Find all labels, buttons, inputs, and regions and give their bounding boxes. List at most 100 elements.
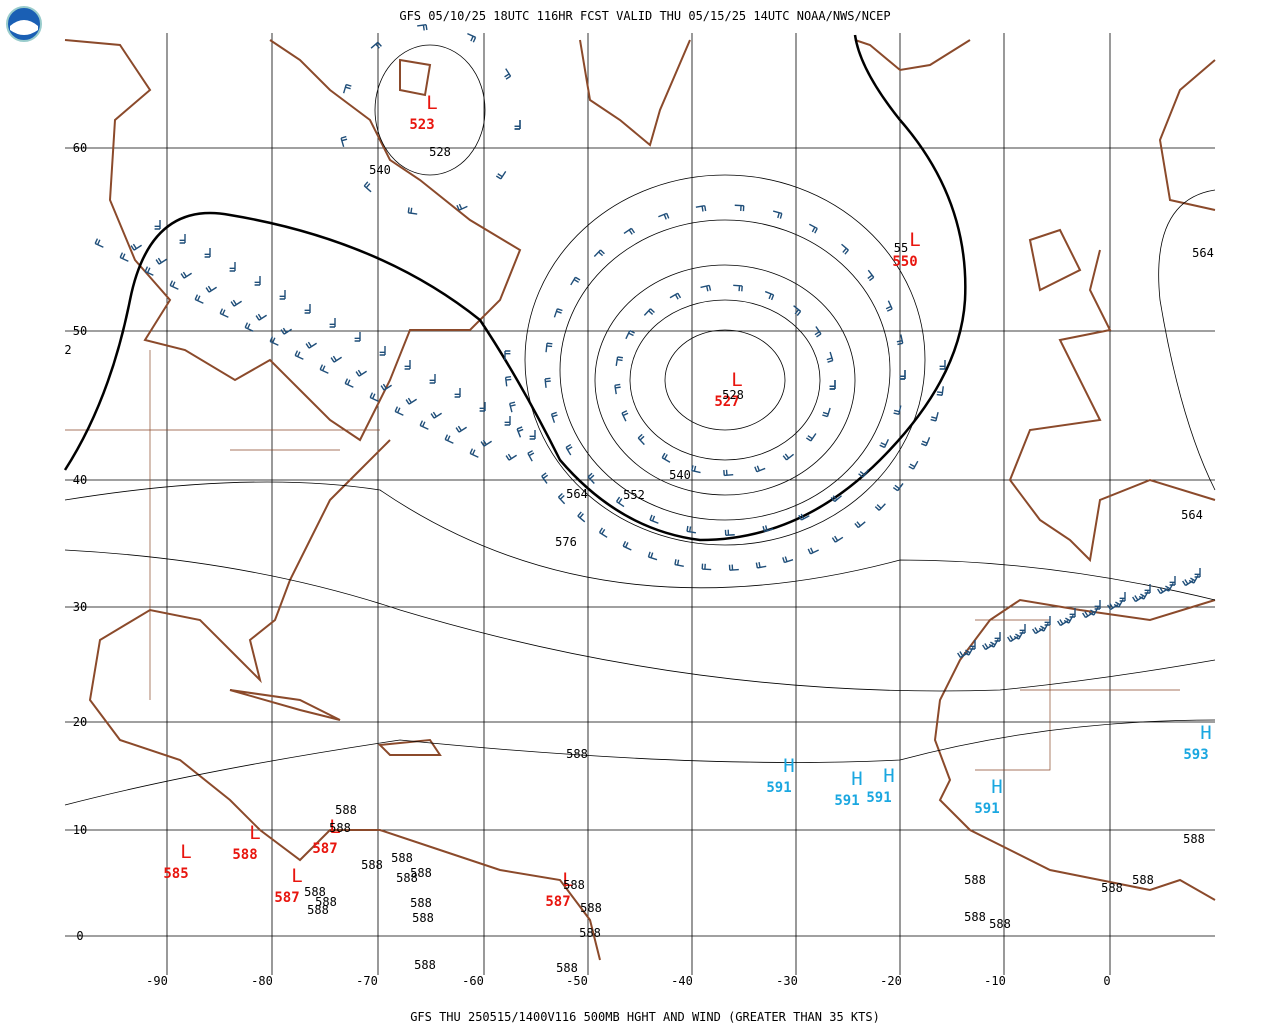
center-symbol: H bbox=[1200, 722, 1211, 744]
wind-barb bbox=[805, 433, 817, 442]
wind-barb bbox=[194, 294, 204, 304]
wind-barb bbox=[229, 262, 236, 272]
center-value: 587 bbox=[274, 890, 299, 906]
wind-barb bbox=[244, 322, 254, 332]
wind-barb bbox=[621, 410, 629, 422]
contour-label: 588 bbox=[414, 958, 436, 972]
contour-label: 588 bbox=[391, 851, 413, 865]
wind-barb bbox=[1007, 635, 1019, 643]
wind-barb bbox=[615, 496, 625, 508]
wind-barb bbox=[467, 32, 477, 43]
wind-barb bbox=[841, 243, 849, 255]
lon-label: -40 bbox=[671, 974, 693, 988]
wind-barb bbox=[280, 327, 292, 335]
wind-barb bbox=[854, 521, 866, 529]
center-value: 593 bbox=[1183, 747, 1208, 763]
center-value: 527 bbox=[714, 394, 739, 410]
wind-barb bbox=[550, 411, 558, 423]
wind-barb bbox=[180, 271, 192, 279]
wind-barb bbox=[304, 304, 311, 314]
contour-label: 588 bbox=[964, 910, 986, 924]
contour-label: 588 bbox=[361, 858, 383, 872]
wind-barb bbox=[504, 376, 512, 387]
wind-barb bbox=[762, 525, 774, 533]
center-symbol: L bbox=[249, 822, 260, 844]
wind-barb bbox=[874, 503, 886, 511]
wind-barb bbox=[879, 438, 889, 449]
contour-label: 588 bbox=[304, 885, 326, 899]
lon-label: -30 bbox=[776, 974, 798, 988]
wind-barb bbox=[380, 383, 392, 391]
wind-barb bbox=[480, 439, 492, 447]
wind-barb bbox=[674, 559, 684, 567]
contour-label: 588 bbox=[335, 803, 357, 817]
wind-barb bbox=[508, 401, 516, 413]
wind-barb bbox=[728, 564, 739, 571]
lon-label: -60 bbox=[462, 974, 484, 988]
wind-barb bbox=[254, 276, 261, 286]
wind-barb bbox=[831, 535, 844, 543]
lon-label: -80 bbox=[251, 974, 273, 988]
contours bbox=[63, 34, 1216, 806]
contour-label: 588 bbox=[412, 911, 434, 925]
wind-barb bbox=[814, 326, 822, 338]
wind-barb bbox=[908, 460, 919, 470]
wind-barb bbox=[154, 220, 161, 230]
contour-label: 564 bbox=[1192, 246, 1214, 260]
center-value: 591 bbox=[866, 790, 891, 806]
contour-label: 576 bbox=[555, 535, 577, 549]
lon-label: -90 bbox=[146, 974, 168, 988]
wind-barb bbox=[504, 350, 511, 360]
wind-barb bbox=[686, 525, 696, 534]
wind-barb bbox=[430, 411, 442, 419]
wind-barb bbox=[130, 243, 142, 251]
contour-label: 552 bbox=[623, 488, 645, 502]
wind-barb bbox=[724, 529, 735, 536]
map-title: GFS 05/10/25 18UTC 116HR FCST VALID THU … bbox=[399, 9, 890, 23]
wind-barb bbox=[723, 469, 734, 477]
wind-barb bbox=[204, 248, 211, 258]
wind-barb bbox=[982, 643, 994, 651]
wind-barb bbox=[625, 330, 635, 340]
wind-barb bbox=[155, 257, 167, 265]
lat-label: 30 bbox=[73, 600, 87, 614]
wind-barb bbox=[1132, 595, 1144, 603]
lat-label: 40 bbox=[73, 473, 87, 487]
wind-barb bbox=[456, 203, 468, 211]
center-value: 587 bbox=[545, 894, 570, 910]
contour-label: 588 bbox=[563, 878, 585, 892]
contour-label: 588 bbox=[989, 917, 1011, 931]
wind-barb bbox=[700, 284, 712, 292]
wind-barb bbox=[643, 308, 655, 316]
contour-label: 540 bbox=[669, 468, 691, 482]
wind-barb bbox=[930, 412, 939, 422]
wind-barb bbox=[691, 465, 701, 474]
wind-barb bbox=[798, 513, 810, 521]
wind-barb bbox=[369, 392, 379, 402]
contour-label: 588 bbox=[410, 866, 432, 880]
contour-label: 588 bbox=[556, 961, 578, 975]
contour-label: 588 bbox=[1183, 832, 1205, 846]
wind-barb bbox=[516, 426, 524, 438]
wind-barb bbox=[363, 181, 372, 193]
wind-barb bbox=[429, 374, 436, 384]
center-symbol: L bbox=[909, 229, 920, 251]
contour-label: 55 bbox=[894, 241, 908, 255]
contour-label: 588 bbox=[1132, 873, 1154, 887]
wind-barb bbox=[669, 292, 682, 300]
wind-barb bbox=[867, 269, 875, 282]
center-value: 585 bbox=[163, 866, 188, 882]
wind-barb bbox=[342, 83, 352, 94]
center-value: 588 bbox=[232, 847, 257, 863]
center-symbol: H bbox=[883, 765, 894, 787]
wind-barb bbox=[1057, 619, 1069, 627]
center-symbol: H bbox=[783, 755, 794, 777]
lon-label: 0 bbox=[1103, 974, 1110, 988]
noaa-logo bbox=[6, 6, 42, 42]
wind-barb bbox=[1107, 603, 1119, 611]
wind-barb bbox=[479, 402, 486, 412]
wind-barb bbox=[892, 483, 904, 492]
lon-label: -50 bbox=[566, 974, 588, 988]
center-value: 550 bbox=[892, 254, 917, 270]
